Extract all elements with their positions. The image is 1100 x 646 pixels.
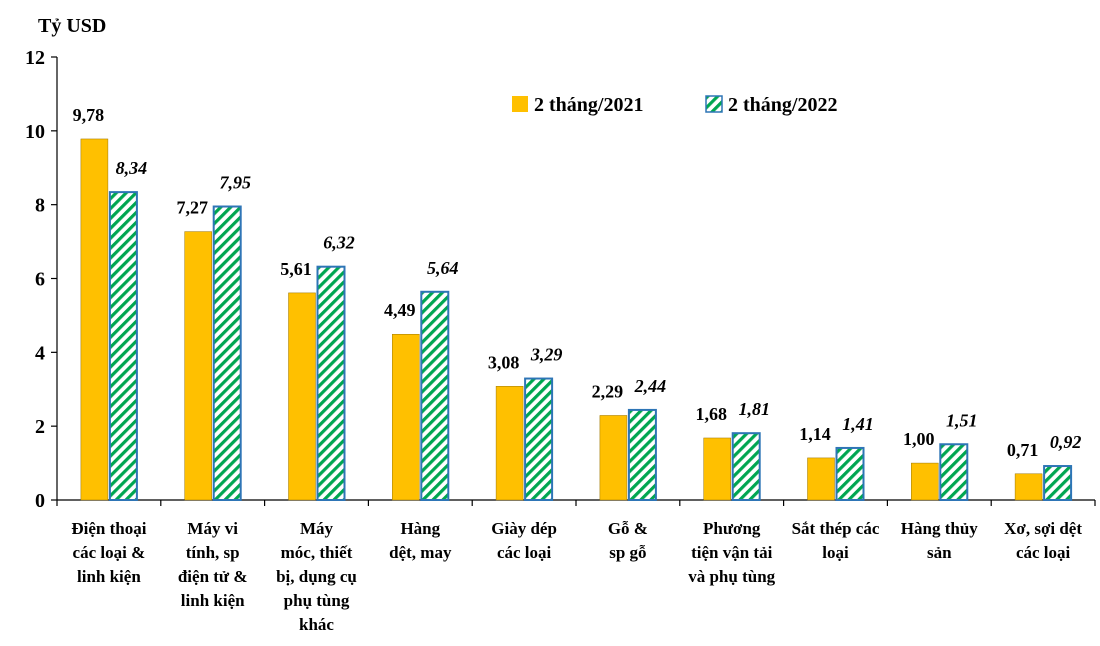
bar-2021	[80, 138, 109, 501]
data-label-2021: 1,00	[903, 429, 935, 449]
data-label-2022: 6,32	[323, 233, 355, 253]
data-label-2021: 2,29	[592, 381, 624, 401]
data-label-2021: 9,78	[73, 105, 105, 125]
y-tick-label: 8	[35, 195, 45, 217]
data-label-2021: 4,49	[384, 300, 416, 320]
x-category-label: Máy móc, thiết bị, dụng cụ phụ tùng khác	[276, 519, 357, 634]
x-category-label: Phương tiện vận tải và phụ tùng	[688, 519, 775, 586]
data-label-2021: 3,08	[488, 352, 520, 372]
x-category-label: Sắt thép các loại	[792, 519, 880, 562]
x-category-label: Xơ, sợi dệt các loại	[1004, 519, 1082, 562]
y-tick-label: 2	[35, 416, 45, 438]
bar-2021	[807, 457, 835, 501]
data-label-2021: 7,27	[176, 198, 208, 218]
bar-2022	[212, 205, 242, 501]
bar-2022	[108, 191, 138, 502]
bar-2022	[627, 408, 657, 502]
bar-2022	[1043, 465, 1073, 501]
legend-swatch-2022	[705, 95, 723, 113]
bar-2021	[184, 231, 212, 501]
data-label-2022: 7,95	[219, 173, 251, 193]
y-tick-label: 10	[25, 121, 45, 143]
y-tick-label: 6	[35, 269, 45, 291]
data-label-2022: 2,44	[634, 376, 667, 396]
data-label-2022: 1,81	[738, 399, 770, 419]
x-category-label: Giày dép các loại	[491, 519, 557, 562]
bar-2021	[911, 462, 939, 501]
data-label-2021: 1,14	[799, 424, 831, 444]
x-category-label: Hàng thủy sản	[901, 519, 978, 562]
bar-2022	[420, 290, 450, 502]
y-tick-label: 12	[25, 47, 45, 69]
y-tick-label: 0	[35, 490, 45, 512]
bar-2022	[939, 443, 969, 501]
legend-label-2021: 2 tháng/2021	[534, 94, 643, 116]
data-label-2021: 1,68	[695, 404, 727, 424]
x-category-label: Gỗ & sp gỗ	[608, 519, 648, 562]
x-category-label: Điện thoại các loại & linh kiện	[71, 519, 146, 586]
legend-label-2022: 2 tháng/2022	[728, 94, 837, 116]
data-label-2022: 0,92	[1050, 432, 1082, 452]
data-label-2022: 8,34	[116, 158, 148, 178]
bar-2022	[316, 265, 346, 502]
data-label-2021: 5,61	[280, 259, 312, 279]
y-tick-label: 4	[35, 342, 45, 364]
bar-2021	[288, 292, 316, 501]
data-label-2021: 0,71	[1007, 440, 1039, 460]
data-label-2022: 1,41	[842, 414, 874, 434]
bar-2021	[599, 415, 628, 501]
y-axis-title: Tỷ USD	[38, 15, 106, 37]
x-category-label: Máy vi tính, sp điện tử & linh kiện	[178, 519, 248, 610]
bar-2021	[1014, 473, 1043, 501]
bar-2022	[835, 446, 865, 502]
data-label-2022: 1,51	[946, 410, 978, 430]
bar-2022	[731, 432, 761, 502]
legend-swatch-2021	[512, 96, 528, 112]
bar-2022	[524, 377, 554, 501]
x-category-label: Hàng dệt, may	[389, 519, 452, 562]
bar-2021	[703, 437, 731, 501]
bar-2021	[495, 386, 524, 501]
bar-2021	[392, 333, 420, 501]
data-label-2022: 3,29	[530, 345, 563, 365]
data-label-2022: 5,64	[427, 258, 459, 278]
